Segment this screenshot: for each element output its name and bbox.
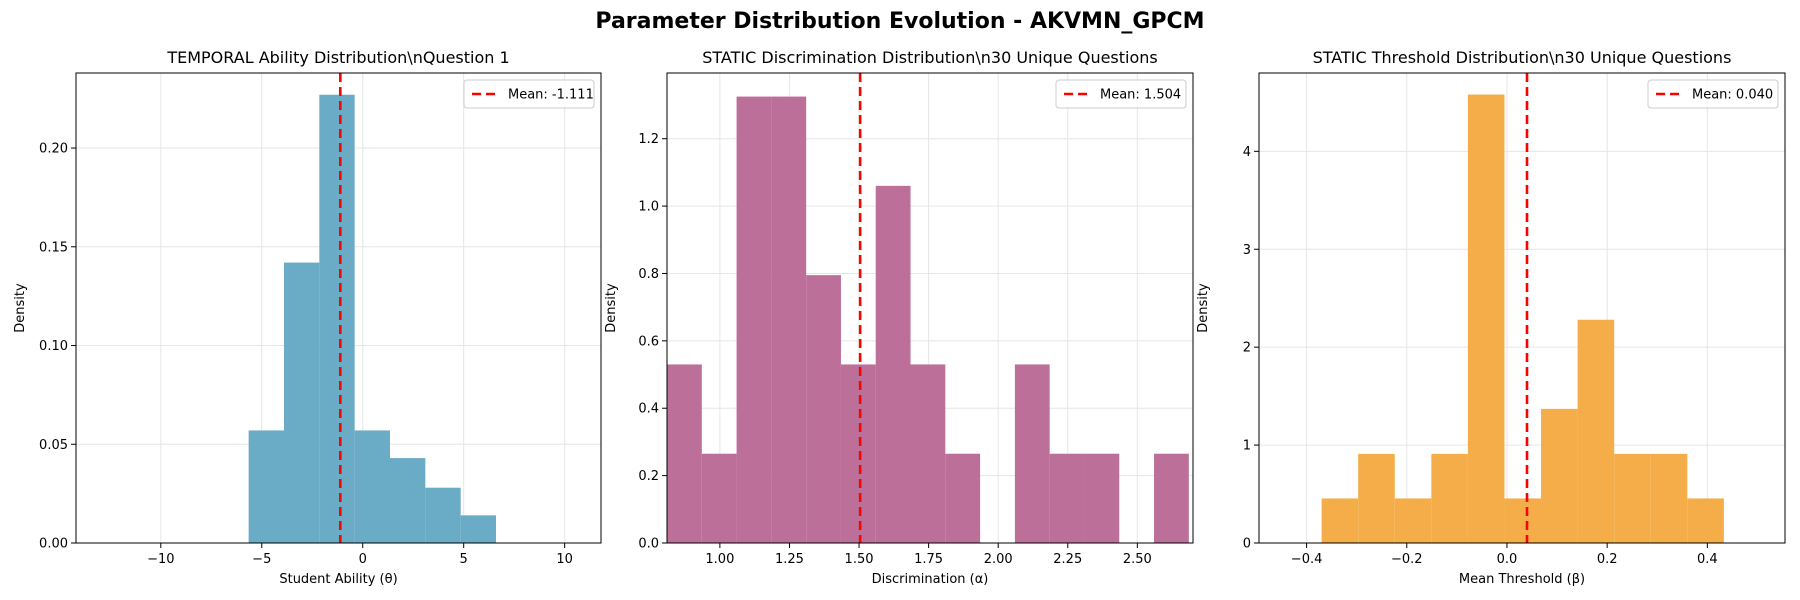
histogram-bar	[840, 364, 876, 543]
axes-frame	[75, 72, 602, 544]
legend-label: Mean: 1.504	[1100, 88, 1181, 103]
histogram-bar	[1614, 453, 1651, 543]
x-axis-label: Mean Threshold (β)	[1459, 572, 1585, 587]
x-axis-label: Student Ability (θ)	[279, 572, 397, 587]
y-tick-label: 0.0	[638, 537, 659, 552]
x-tick-label: 0.2	[1597, 552, 1618, 567]
histogram-bar	[1577, 319, 1615, 543]
histogram-bar	[248, 430, 284, 543]
histogram-bar	[806, 275, 841, 543]
legend-label: Mean: 0.040	[1692, 88, 1773, 103]
histogram-bar	[875, 185, 911, 544]
y-tick-label: 0.15	[39, 240, 68, 255]
histogram-bar	[389, 458, 426, 543]
y-tick-label: 1.2	[638, 132, 659, 147]
y-tick-label: 0.8	[638, 267, 659, 282]
x-tick-label: 10	[556, 552, 573, 567]
histogram-bar	[910, 364, 946, 543]
legend: Mean: 0.040	[1647, 79, 1779, 109]
x-tick-label: 0	[359, 552, 367, 567]
y-axis-label: Density	[1196, 283, 1211, 333]
y-tick-label: 0.6	[638, 334, 659, 349]
chart-title: STATIC Threshold Distribution\n30 Unique…	[1313, 48, 1732, 67]
y-tick-label: 0.00	[39, 537, 68, 552]
histogram-bar	[1541, 408, 1578, 543]
figure-title: Parameter Distribution Evolution - AKVMN…	[595, 9, 1204, 34]
chart-panel-2: 1.00 1.25 1.50 1.75 2.00 2.25 2.50 0.0 0.2 0.4 0.6…	[604, 48, 1194, 587]
histogram-bar	[1049, 453, 1085, 543]
histogram-bar	[319, 94, 355, 543]
y-tick-label: 3	[1243, 243, 1251, 258]
x-tick-label: 2.25	[1053, 552, 1082, 567]
histogram-bar	[283, 262, 320, 543]
x-tick-label: 2.00	[984, 552, 1013, 567]
chart-title: STATIC Discrimination Distribution\n30 U…	[702, 48, 1158, 67]
y-tick-label: 2	[1243, 341, 1251, 356]
x-tick-label: 1.50	[845, 552, 874, 567]
axes-frame	[666, 72, 1194, 544]
histogram-bar	[771, 96, 807, 543]
y-tick-label: 1	[1243, 439, 1251, 454]
y-tick-label: 0.20	[39, 142, 68, 157]
chart-panel-1: −10 −5 0 5 10 0.00 0.05 0.10 0.15 0.20 TEMPORAL Ab…	[13, 48, 602, 587]
chart-panel-3: −0.4 −0.2 0.0 0.2 0.4 0 1 2 3 4 STATIC Threshold D…	[1196, 48, 1786, 587]
histogram-bar	[1084, 453, 1120, 543]
histogram-bar	[736, 96, 772, 543]
y-tick-label: 0	[1243, 537, 1251, 552]
y-tick-label: 1.0	[638, 200, 659, 215]
histogram-bar	[701, 453, 737, 543]
histogram-bar	[945, 453, 981, 543]
y-tick-label: 0.2	[638, 469, 659, 484]
x-tick-label: 0.0	[1497, 552, 1518, 567]
histogram-bar	[460, 515, 496, 543]
histogram-bar	[425, 487, 461, 543]
histogram-bar	[1321, 498, 1359, 543]
histogram-bar	[354, 430, 390, 543]
histogram-bar	[1431, 453, 1468, 543]
histogram-bar	[1394, 498, 1432, 543]
x-tick-label: 5	[460, 552, 468, 567]
x-tick-label: 1.25	[775, 552, 804, 567]
x-axis-label: Discrimination (α)	[872, 572, 989, 587]
legend-box	[1647, 79, 1779, 109]
x-tick-label: −0.2	[1391, 552, 1423, 567]
y-axis-label: Density	[13, 283, 28, 333]
histogram-bar	[1358, 453, 1395, 543]
histogram-bar	[667, 364, 702, 543]
y-tick-label: 4	[1243, 145, 1251, 160]
chart-title: TEMPORAL Ability Distribution\nQuestion …	[166, 48, 509, 67]
histogram-bar	[1650, 453, 1688, 543]
x-tick-label: −5	[252, 552, 271, 567]
x-tick-label: −0.4	[1291, 552, 1323, 567]
x-tick-label: 0.4	[1697, 552, 1718, 567]
histogram-bar	[1504, 498, 1542, 543]
y-tick-label: 0.05	[39, 438, 68, 453]
x-tick-label: 1.00	[705, 552, 734, 567]
y-axis-label: Density	[604, 283, 619, 333]
histogram-bar	[1687, 498, 1724, 543]
legend: Mean: -1.111	[463, 79, 595, 109]
legend-box	[1055, 79, 1187, 109]
histogram-bar	[1154, 453, 1189, 543]
legend-box	[463, 79, 595, 109]
x-tick-label: −10	[147, 552, 174, 567]
histogram-bar	[1014, 364, 1050, 543]
x-tick-label: 1.75	[914, 552, 943, 567]
x-tick-label: 2.50	[1123, 552, 1152, 567]
y-tick-label: 0.10	[39, 339, 68, 354]
legend-label: Mean: -1.111	[508, 88, 594, 103]
y-tick-label: 0.4	[638, 402, 659, 417]
histogram-bar	[1467, 94, 1505, 544]
axes-frame	[1258, 72, 1786, 544]
legend: Mean: 1.504	[1055, 79, 1187, 109]
